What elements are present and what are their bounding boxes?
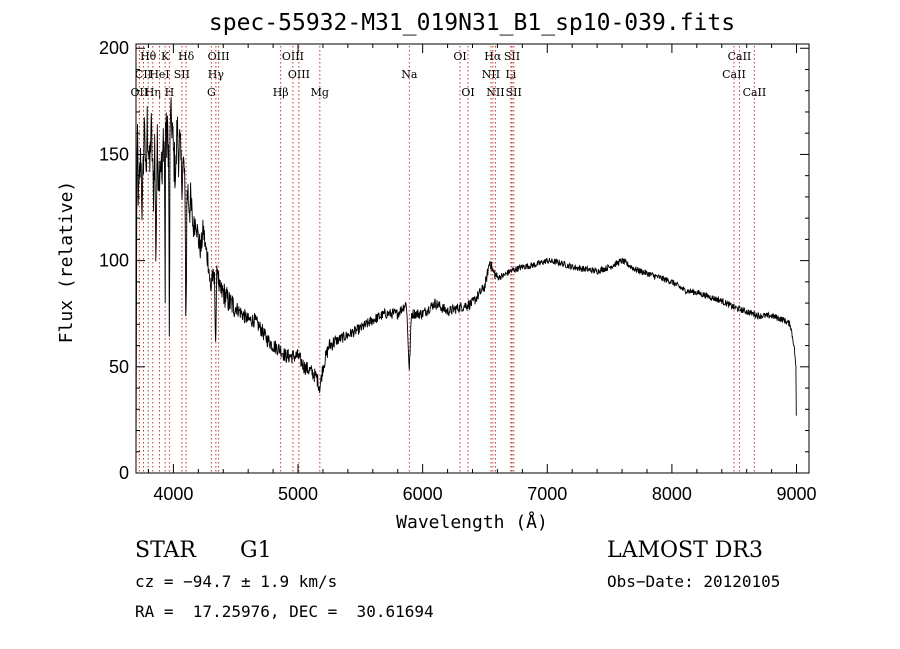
obs-date: Obs−Date: 20120105 [607,572,781,591]
x-tick-label-3: 7000 [527,484,567,504]
spectrum-chart: spec-55932-M31_019N31_B1_sp10-039.fits F… [56,10,817,533]
object-class: STAR [135,538,196,563]
spectrum-series [135,97,797,466]
coordinates: RA = 17.25976, DEC = 30.61694 [135,602,434,621]
line-marker-label-17: OI [453,50,466,63]
line-marker-label-18: OI [461,86,474,99]
line-marker-label-25: CaII [728,50,752,63]
line-marker-label-13: OIII [282,50,304,63]
redshift-text: cz = −94.7 ± 1.9 km/s [135,572,338,591]
x-tick-label-0: 4000 [153,484,193,504]
line-marker-label-11: G [207,86,216,99]
y-tick-label-4: 200 [99,38,129,58]
line-marker-label-4: HeI [149,68,169,81]
x-tick-label-1: 5000 [278,484,318,504]
x-tick-label-5: 9000 [777,484,817,504]
line-marker-label-12: Hβ [273,86,289,99]
line-marker-label-9: OIII [208,50,230,63]
chart-title: spec-55932-M31_019N31_B1_sp10-039.fits [209,10,735,36]
plot-axes: 4000 5000 6000 7000 8000 9000 0 50 100 150 200 [99,38,817,504]
x-tick-label-4: 8000 [652,484,692,504]
line-marker-label-27: CaII [743,86,767,99]
line-marker-label-16: Na [401,68,418,81]
line-marker-label-26: CaII [722,68,746,81]
line-marker-label-24: SII [506,86,522,99]
line-marker-label-7: H [165,86,175,99]
line-marker-label-23: Li [505,68,516,81]
y-tick-label-2: 100 [99,251,129,271]
line-marker-label-21: NII [486,86,504,99]
line-marker-label-3: Hη [145,86,161,99]
plot-frame [135,43,810,474]
survey-name: LAMOST DR3 [607,538,763,563]
line-marker-label-5: K [161,50,170,63]
line-marker-label-10: Hγ [208,68,225,81]
line-marker-label-20: NII [482,68,500,81]
y-tick-label-0: 0 [119,463,129,483]
line-marker-label-0: Hθ [140,50,157,63]
line-marker-label-19: Hα [484,50,502,63]
x-tick-label-2: 6000 [403,484,443,504]
y-axis-label: Flux (relative) [56,181,77,344]
y-tick-label-3: 150 [99,144,129,164]
object-subclass: G1 [240,538,272,563]
line-marker-label-6: SII [174,68,190,81]
line-marker-label-1: OII [131,86,149,99]
y-tick-label-1: 50 [109,357,129,377]
line-marker-label-15: Mg [311,86,329,99]
line-marker-label-2: CII [135,68,152,81]
line-marker-label-22: SII [504,50,520,63]
x-axis-label: Wavelength (Å) [396,511,548,533]
line-marker-label-14: OIII [288,68,310,81]
spectrum-line [135,97,797,466]
line-marker-label-8: Hδ [178,50,195,63]
